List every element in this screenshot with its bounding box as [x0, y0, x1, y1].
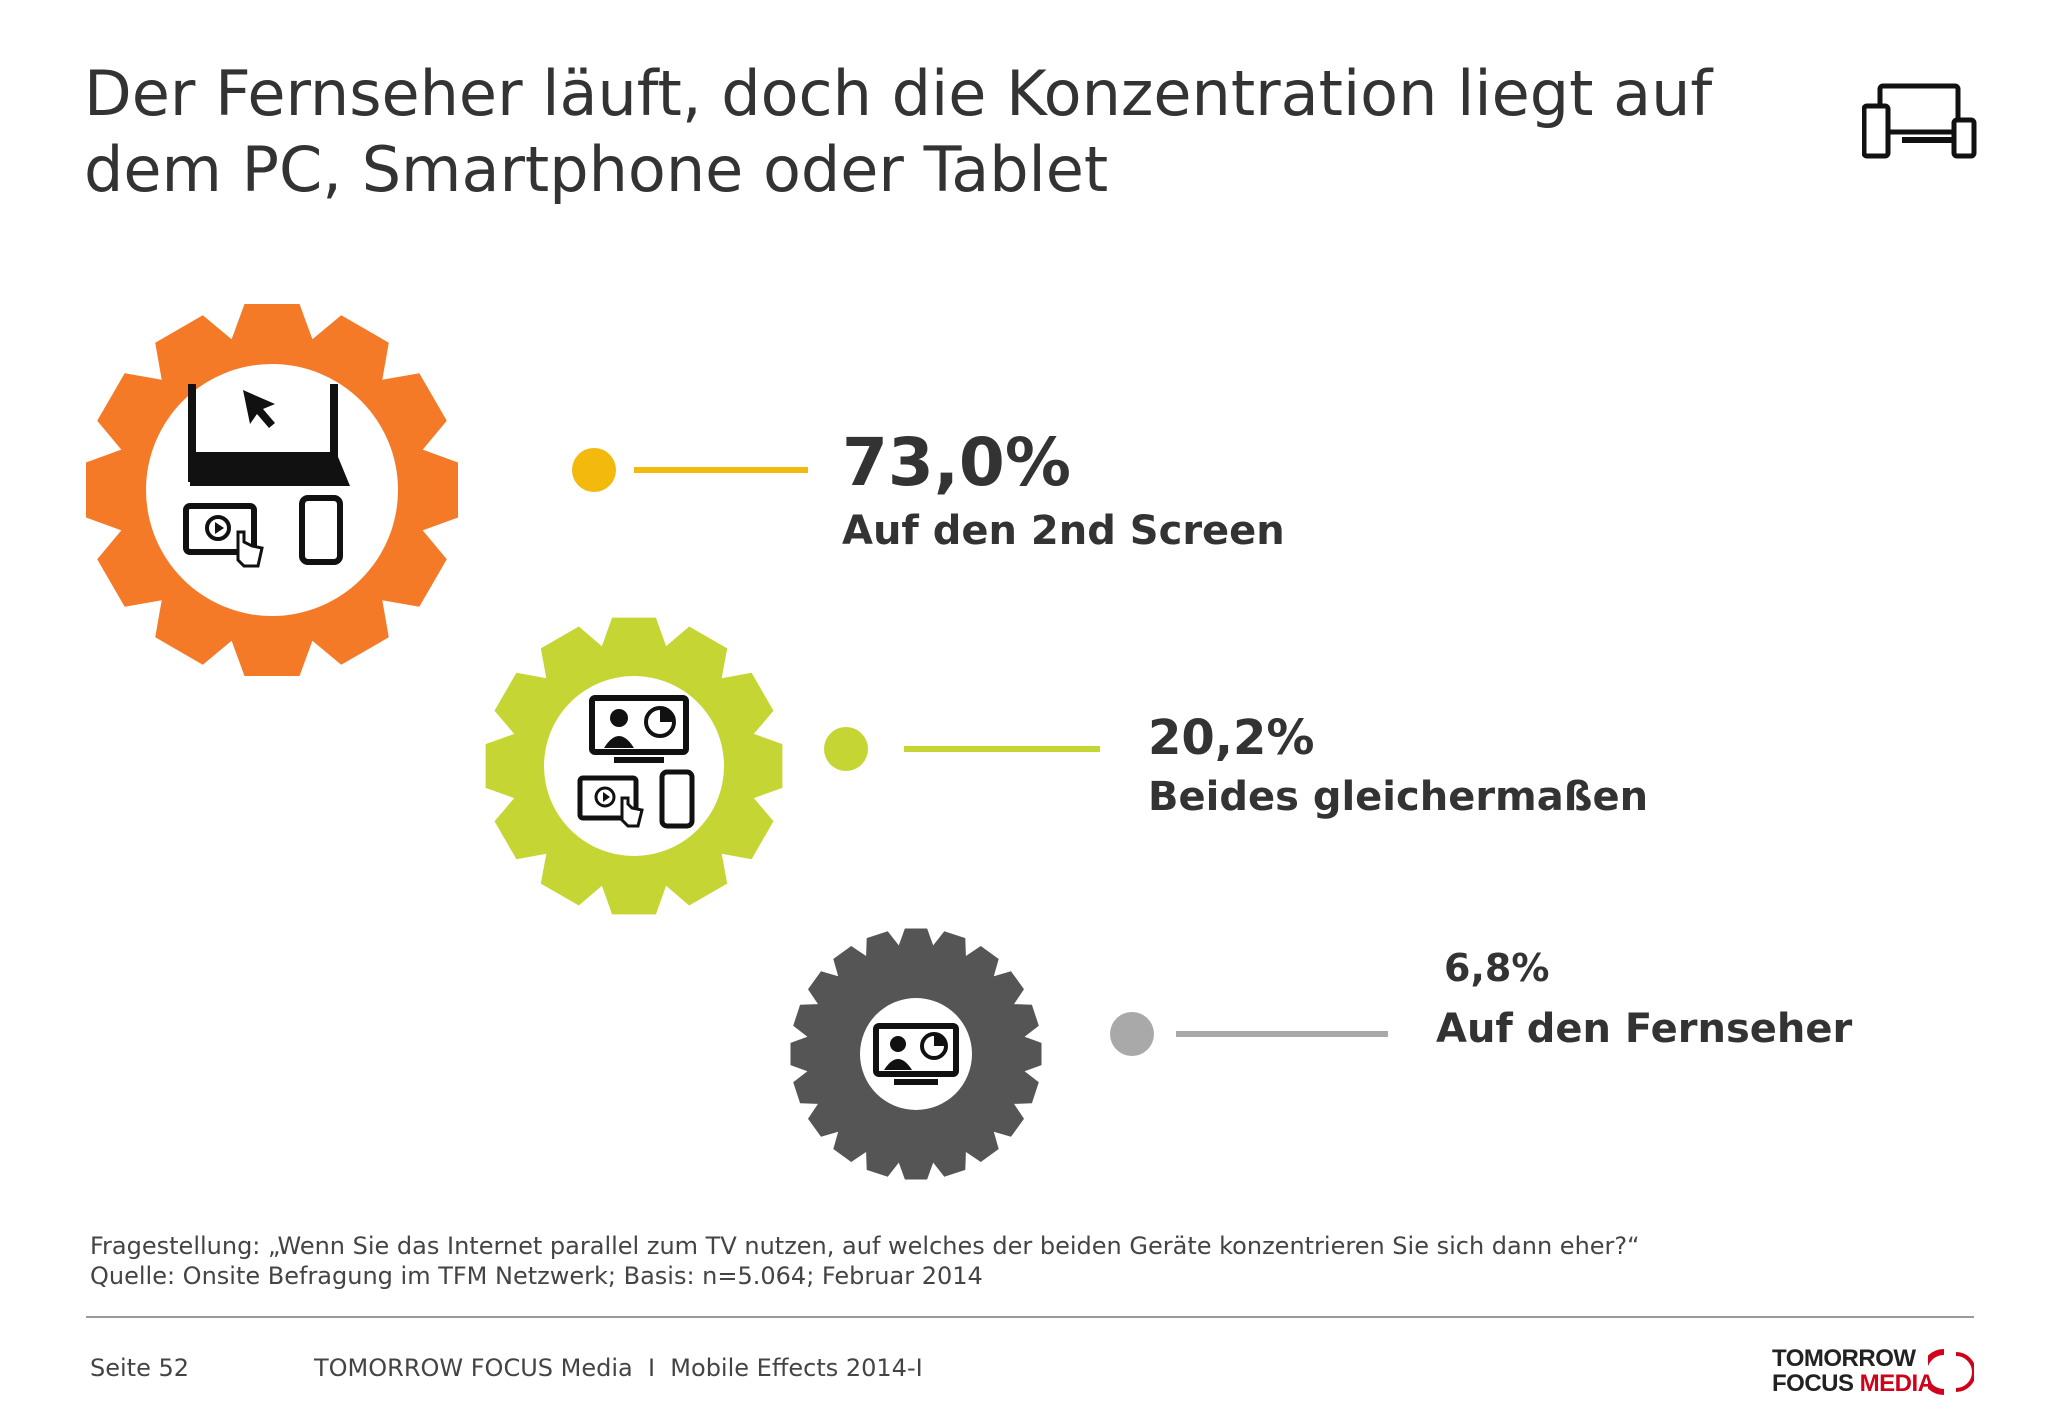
source-note: Quelle: Onsite Befragung im TFM Netzwerk…	[90, 1262, 983, 1290]
question-note: Fragestellung: „Wenn Sie das Internet pa…	[90, 1232, 1640, 1260]
connector-dot	[824, 727, 868, 771]
category-label: Auf den Fernseher	[1436, 1006, 1853, 1052]
value-label: 6,8%	[1444, 946, 1550, 990]
laptop-tablet-phone-icon	[183, 384, 350, 568]
page-title: Der Fernseher läuft, doch die Konzentrat…	[84, 57, 1713, 206]
footer-divider	[86, 1316, 1974, 1318]
devices-icon	[1862, 83, 1977, 159]
brand-line-1: TOMORROW	[1772, 1345, 1916, 1372]
brand-line-2b: MEDIA	[1859, 1370, 1935, 1397]
page-number: Seite 52	[90, 1354, 190, 1382]
brand-line-2: FOCUS MEDIA	[1772, 1371, 1935, 1397]
connector-dot	[1110, 1012, 1154, 1056]
category-label: Auf den 2nd Screen	[842, 508, 1285, 554]
value-label: 20,2%	[1148, 710, 1315, 766]
publisher-text: TOMORROW FOCUS Media I Mobile Effects 20…	[314, 1354, 923, 1382]
gear-hole	[146, 364, 398, 616]
category-label: Beides gleichermaßen	[1148, 774, 1649, 820]
monitor-tablet-phone-icon	[577, 695, 695, 829]
brand-logo: TOMORROW FOCUS MEDIA	[1772, 1345, 1982, 1397]
gear-1	[86, 304, 458, 676]
brand-line-2a: FOCUS	[1772, 1370, 1860, 1397]
gear-2	[485, 617, 783, 915]
value-label: 73,0%	[842, 424, 1071, 501]
monitor-icon	[873, 1023, 959, 1085]
brand-mark-icon	[1928, 1349, 1974, 1395]
connector-dot	[572, 448, 616, 492]
